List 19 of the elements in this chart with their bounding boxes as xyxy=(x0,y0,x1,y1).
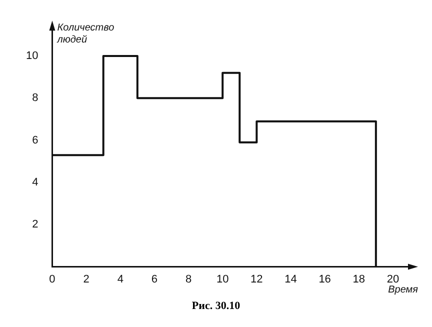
x-tick-label: 10 xyxy=(216,273,229,286)
x-tick-label: 16 xyxy=(318,273,331,286)
text: Рис. 30.10 xyxy=(190,300,242,312)
x-tick-label: 0 xyxy=(49,273,56,286)
x-tick-label: 12 xyxy=(250,273,263,286)
x-axis-title: Время xyxy=(388,284,419,296)
x-tick-label: 14 xyxy=(284,273,297,286)
x-tick-label: 4 xyxy=(117,273,124,286)
x-tick-label: 20 xyxy=(386,273,400,286)
x-tick-label: 8 xyxy=(185,273,192,286)
y-tick-label: 2 xyxy=(32,218,38,231)
y-tick-label: 6 xyxy=(32,134,38,146)
x-tick-label: 2 xyxy=(83,273,90,286)
y-tick-label: 8 xyxy=(32,92,38,104)
y-tick-label: 4 xyxy=(32,176,38,189)
x-tick-label: 18 xyxy=(352,273,366,286)
x-tick-label: 6 xyxy=(151,273,158,286)
y-axis-title: Количество людей xyxy=(56,22,115,46)
y-tick-label: 10 xyxy=(26,50,38,62)
